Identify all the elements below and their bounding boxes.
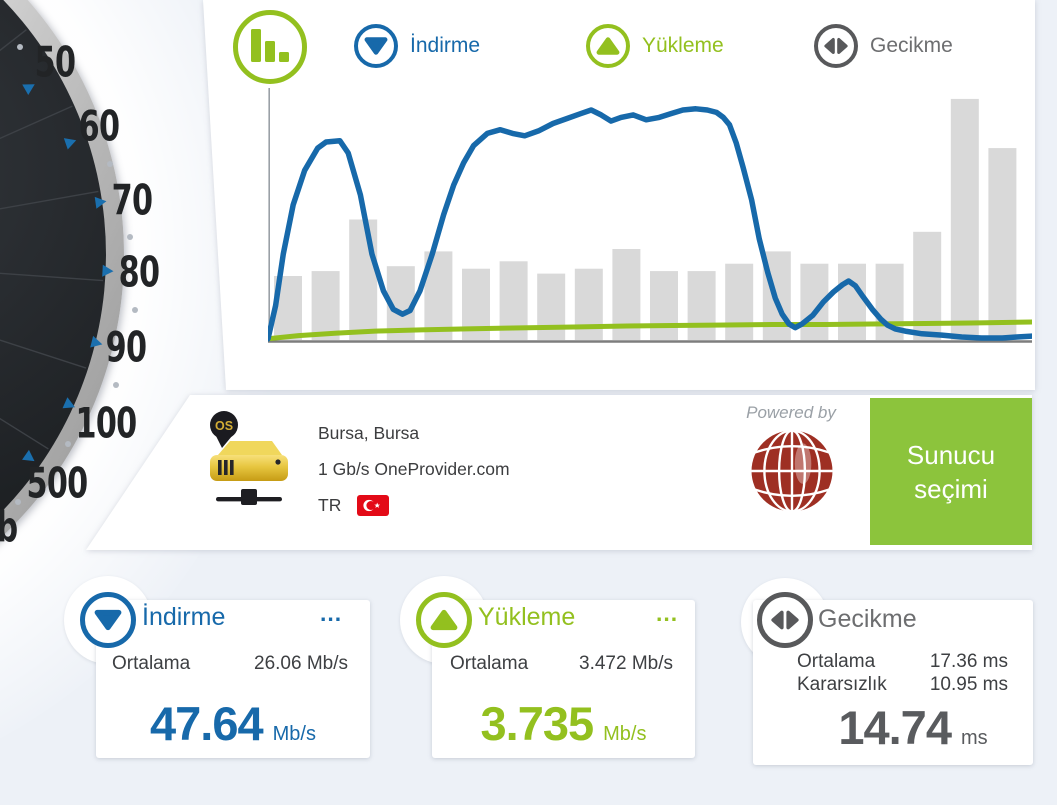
gauge-minor-dot xyxy=(127,234,133,240)
gauge-label-50: 50 xyxy=(34,37,76,87)
powered-by-label: Powered by xyxy=(746,403,836,422)
upload-current-value: 3.735 xyxy=(480,697,595,750)
chart-panel: İndirme Yükleme Gecikme xyxy=(203,0,1035,390)
download-card: Ortalama 26.06 Mb/s 47.64 Mb/s xyxy=(96,600,370,758)
server-icon: OS xyxy=(210,411,288,505)
latency-avg-label: Ortalama xyxy=(797,651,876,672)
latency-current-unit: ms xyxy=(960,727,988,749)
gauge-minor-dot xyxy=(65,441,71,447)
upload-avg-value: 3.472 Mb/s xyxy=(579,653,673,674)
download-arrow-icon xyxy=(354,24,398,68)
chart-type-button[interactable] xyxy=(233,10,307,84)
server-select-line2: seçimi xyxy=(914,473,988,504)
gauge-label-60: 60 xyxy=(78,101,120,151)
speedtest-chart xyxy=(268,88,1032,343)
gauge-label-500: 500 xyxy=(26,458,89,508)
gauge-unit-partial: b xyxy=(0,503,18,552)
upload-arrow-icon xyxy=(586,24,630,68)
gauge-tick-arrow xyxy=(102,264,114,278)
turkey-flag-icon xyxy=(357,495,390,516)
gauge-tick-arrow xyxy=(94,195,108,209)
upload-card-title: Yükleme xyxy=(478,603,576,631)
gauge-minor-dot xyxy=(17,44,23,50)
legend-upload[interactable]: Yükleme xyxy=(586,24,724,68)
gauge-label-70: 70 xyxy=(111,175,153,225)
latency-card: Ortalama 17.36 ms Kararsızlık 10.95 ms 1… xyxy=(753,600,1033,765)
gauge-rim xyxy=(0,0,124,641)
latency-card-title: Gecikme xyxy=(818,605,917,633)
upload-current-unit: Mb/s xyxy=(603,723,647,745)
latency-arrows-icon xyxy=(814,24,858,68)
legend-upload-label: Yükleme xyxy=(642,34,724,57)
upload-arrow-icon xyxy=(416,592,472,648)
server-panel: OS Bursa, Bursa 1 Gb/s OneProvider.com T… xyxy=(86,395,1032,550)
bar-chart-icon xyxy=(251,29,289,62)
download-current-value: 47.64 xyxy=(150,697,264,750)
server-country-code: TR xyxy=(318,495,342,515)
gauge-label-90: 90 xyxy=(105,322,147,372)
gauge-label-80: 80 xyxy=(118,247,160,297)
upload-card-menu[interactable]: ... xyxy=(656,600,679,626)
download-arrow-icon xyxy=(80,592,136,648)
server-provider: 1 Gb/s OneProvider.com xyxy=(318,459,510,479)
gauge-label-100: 100 xyxy=(75,398,138,448)
upload-avg-label: Ortalama xyxy=(450,653,529,674)
legend-latency-label: Gecikme xyxy=(870,34,953,57)
server-select-line1: Sunucu xyxy=(906,439,996,470)
gauge-segment-lines xyxy=(0,29,104,450)
gauge-minor-dot xyxy=(132,307,138,313)
download-card-title: İndirme xyxy=(142,603,226,631)
gauge-minor-dot xyxy=(113,382,119,388)
upload-card: Ortalama 3.472 Mb/s 3.735 Mb/s xyxy=(432,600,695,758)
gauge-minor-dot xyxy=(15,499,21,505)
latency-jitter-value: 10.95 ms xyxy=(929,674,1008,695)
latency-arrows-icon xyxy=(757,592,813,648)
download-avg-label: Ortalama xyxy=(112,653,191,674)
server-select-button[interactable]: Sunucu seçimi xyxy=(870,398,1032,545)
download-current-unit: Mb/s xyxy=(272,723,316,745)
gauge-minor-dot xyxy=(107,161,113,167)
legend-download[interactable]: İndirme xyxy=(354,24,480,68)
powered-by-logo[interactable] xyxy=(746,425,838,517)
legend-download-label: İndirme xyxy=(410,34,481,57)
svg-text:OS: OS xyxy=(215,419,233,433)
latency-avg-value: 17.36 ms xyxy=(929,651,1008,672)
download-avg-value: 26.06 Mb/s xyxy=(254,653,348,674)
latency-jitter-label: Kararsızlık xyxy=(797,674,887,695)
legend-latency[interactable]: Gecikme xyxy=(814,24,953,68)
download-card-menu[interactable]: ... xyxy=(320,600,343,626)
latency-current-value: 14.74 xyxy=(838,701,952,754)
server-location: Bursa, Bursa xyxy=(318,423,420,443)
